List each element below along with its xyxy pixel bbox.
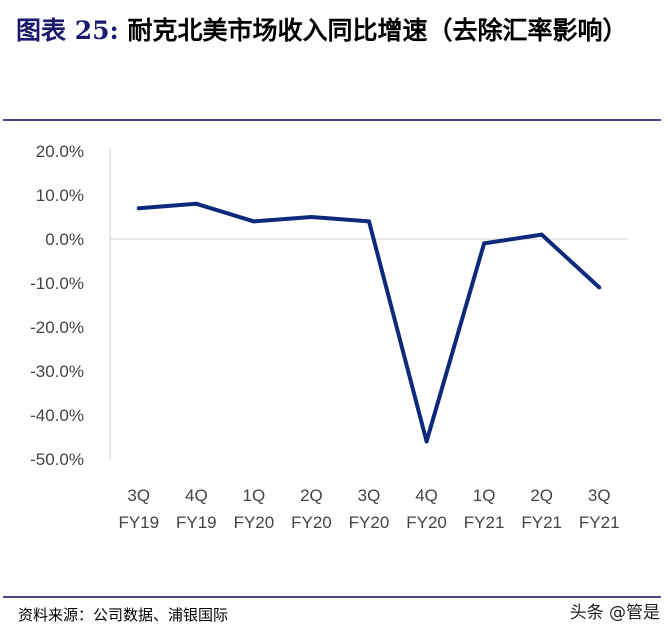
- x-tick-label: 2Q: [300, 486, 323, 505]
- x-tick-label: 3Q: [358, 486, 381, 505]
- x-tick-label: 4Q: [185, 486, 208, 505]
- x-tick-label: 4Q: [415, 486, 438, 505]
- watermark: 头条 @管是: [569, 603, 660, 623]
- y-tick-label: 10.0%: [36, 186, 84, 205]
- x-tick-label: 1Q: [473, 486, 496, 505]
- y-tick-label: -10.0%: [30, 274, 84, 293]
- y-tick-label: 20.0%: [36, 142, 84, 161]
- data-point: [424, 439, 429, 444]
- data-point: [251, 219, 256, 224]
- x-tick-label: 3Q: [588, 486, 611, 505]
- x-tick-label: FY19: [118, 513, 159, 532]
- data-point: [597, 285, 602, 290]
- data-point: [309, 215, 314, 219]
- x-tick-label: 1Q: [243, 486, 266, 505]
- chart-title: 图表 25: 耐克北美市场收入同比增速（去除汇率影响）: [16, 6, 656, 56]
- x-tick-label: 3Q: [127, 486, 150, 505]
- top-rule: [3, 119, 661, 121]
- y-tick-label: -20.0%: [30, 318, 84, 337]
- data-point: [136, 206, 141, 211]
- figure-title: 耐克北美市场收入同比增速（去除汇率影响）: [127, 16, 628, 45]
- data-point: [194, 201, 199, 206]
- x-tick-label: 2Q: [530, 486, 553, 505]
- x-tick-label: FY21: [579, 513, 620, 532]
- x-tick-label: FY20: [291, 513, 332, 532]
- x-tick-label: FY21: [521, 513, 562, 532]
- figure-label: 图表 25:: [16, 16, 119, 45]
- y-tick-label: -50.0%: [30, 450, 84, 469]
- x-tick-label: FY20: [406, 513, 447, 532]
- y-tick-label: 0.0%: [45, 230, 84, 249]
- x-tick-label: FY19: [176, 513, 217, 532]
- y-tick-label: -30.0%: [30, 362, 84, 381]
- x-tick-label: FY21: [464, 513, 505, 532]
- x-tick-label: FY20: [234, 513, 275, 532]
- bottom-rule: [3, 596, 661, 598]
- y-tick-label: -40.0%: [30, 406, 84, 425]
- x-tick-label: FY20: [349, 513, 390, 532]
- source-note: 资料来源：公司数据、浦银国际: [18, 606, 229, 624]
- data-point: [367, 219, 371, 224]
- data-point: [539, 232, 544, 237]
- data-point: [482, 241, 487, 246]
